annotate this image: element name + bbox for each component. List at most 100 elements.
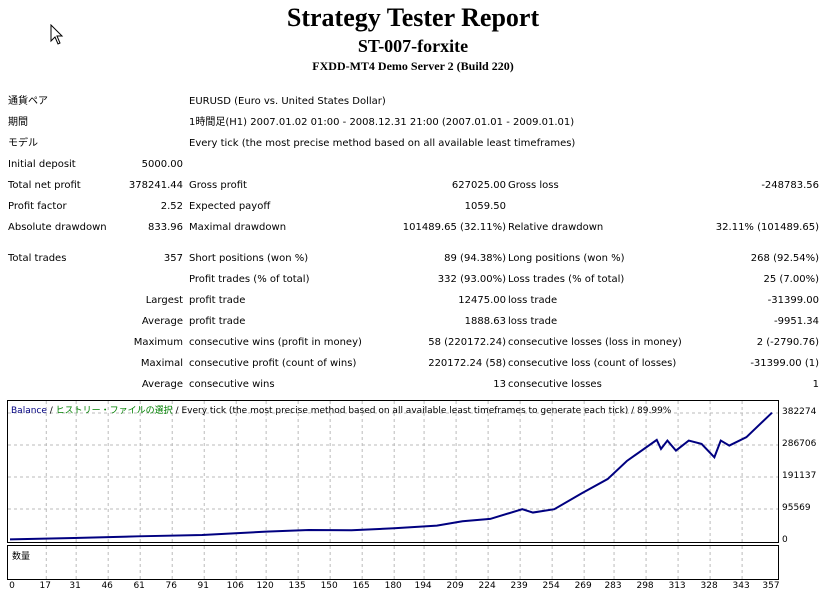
balance-line [9,411,773,541]
legend-balance: Balance [11,406,47,416]
stat-label: Total trades [8,253,67,264]
stat-label: consecutive wins (profit in money) [189,337,362,348]
y-tick-label: 382274 [782,407,817,417]
x-tick-label: 254 [542,581,560,591]
stat-label: loss trade [508,295,558,306]
stat-value: 332 (93.00%) [437,274,506,285]
stat-label: Absolute drawdown [8,222,107,233]
stat-label: Relative drawdown [508,222,604,233]
stat-label: consecutive losses [508,379,602,390]
info-value: Every tick (the most precise method base… [189,138,576,149]
stat-value: 32.11% (101489.65) [715,222,819,233]
y-tick-label: 95569 [782,502,811,513]
x-tick-label: 180 [384,581,402,591]
info-label: モデル [8,138,38,149]
x-tick-label: 76 [165,581,177,591]
info-row: 期間 1時間足(H1) 2007.01.02 01:00 - 2008.12.31… [0,113,826,133]
stat-value: 220172.24 (58) [428,358,506,369]
stat-label: Gross loss [508,180,559,191]
info-row: 通貨ペア EURUSD (Euro vs. United States Dolla… [0,92,826,112]
stat-value: 1888.63 [464,316,506,327]
x-tick-label: 106 [226,581,244,591]
x-tick-label: 269 [574,581,592,591]
stat-label: profit trade [189,316,246,327]
stat-value: -31399.00 [767,295,819,306]
stat-label: consecutive losses (loss in money) [508,337,682,348]
stat-value: 89 (94.38%) [444,253,506,264]
volume-label: 数量 [12,552,31,562]
mouse-cursor-icon [50,24,64,45]
x-tick-label: 135 [288,581,306,591]
x-tick-label: 283 [604,581,622,591]
stat-label: Initial deposit [8,159,76,170]
info-label: 期間 [8,117,28,128]
stat-row: Profit factor 2.52 Expected payoff 1059.50 [0,197,826,217]
stat-row: Total net profit 378241.44 Gross profit 627… [0,176,826,196]
x-tick-label: 239 [510,581,528,591]
stat-value: Maximum [133,337,183,348]
stat-label: Long positions (won %) [508,253,625,264]
stat-value: 101489.65 (32.11%) [402,222,506,233]
x-tick-label: 209 [446,581,464,591]
x-tick-label: 224 [478,581,496,591]
stat-row: Initial deposit 5000.00 [0,155,826,175]
stat-label: Total net profit [8,180,81,191]
stat-value: Average [141,316,183,327]
stat-label: loss trade [508,316,558,327]
legend-sep: / [46,406,56,416]
stat-label: Gross profit [189,180,247,191]
stat-row: Average consecutive wins 13 consecutive los… [0,375,826,395]
x-tick-label: 17 [39,581,52,591]
stat-value: 268 (92.54%) [750,253,819,264]
server-name: FXDD-MT4 Demo Server 2 (Build 220) [312,59,514,73]
x-tick-label: 328 [700,581,718,591]
x-tick-label: 343 [732,581,750,591]
y-tick-label: 286706 [782,438,817,449]
stat-value: 2.52 [160,201,183,212]
stat-value: 12475.00 [458,295,506,306]
y-tick-label: 0 [782,535,788,545]
stat-value: -9951.34 [774,316,819,327]
stat-value: -248783.56 [761,180,819,191]
stat-label: consecutive loss (count of losses) [508,358,677,369]
info-value: EURUSD (Euro vs. United States Dollar) [189,96,386,107]
stat-value: 5000.00 [141,159,183,170]
balance-chart: Balance / ヒストリー・ファイルの選択 / Every tick (th… [7,400,779,543]
stat-value: 1059.50 [464,201,506,212]
x-tick-label: 298 [636,581,654,591]
x-tick-label: 0 [9,581,15,591]
volume-panel: 数量 [7,545,779,580]
stat-value: 1 [812,379,819,390]
x-tick-label: 357 [762,581,780,591]
stat-label: Expected payoff [189,201,271,212]
x-tick-label: 31 [69,581,81,591]
stat-row: Largest profit trade 12475.00 loss trade -31… [0,291,826,311]
stat-row: Maximum consecutive wins (profit in money… [0,333,826,353]
stat-label: Loss trades (% of total) [508,274,625,285]
stat-value: 833.96 [148,222,183,233]
x-tick-label: 194 [414,581,432,591]
stat-row: Total trades 357 Short positions (won %) 89… [0,249,826,269]
stat-value: Average [141,379,183,390]
stat-value: 58 (220172.24) [428,337,506,348]
x-tick-label: 91 [197,581,209,591]
x-tick-label: 313 [668,581,686,591]
stat-label: consecutive profit (count of wins) [189,358,357,369]
legend-source: ヒストリー・ファイルの選択 [55,406,173,416]
stat-label: consecutive wins [189,379,275,390]
info-row: モデル Every tick (the most precise method b… [0,134,826,154]
stat-value: Largest [145,295,183,306]
expert-name: ST-007-forxite [357,36,469,56]
stat-label: Profit factor [8,201,67,212]
stat-label: profit trade [189,295,246,306]
legend-rest: / Every tick (the most precise method ba… [172,406,672,416]
x-tick-label: 150 [320,581,338,591]
stat-value: 378241.44 [128,180,183,191]
stat-value: 357 [163,253,183,264]
report-title: Strategy Tester Report [286,3,540,32]
stat-value: 13 [493,379,506,390]
stat-label: Profit trades (% of total) [189,274,310,285]
chart-legend: Balance / ヒストリー・ファイルの選択 / Every tick (th… [11,403,671,416]
info-value: 1時間足(H1) 2007.01.02 01:00 - 2008.12.31 2… [189,117,575,128]
stat-value: -31399.00 (1) [750,358,819,369]
